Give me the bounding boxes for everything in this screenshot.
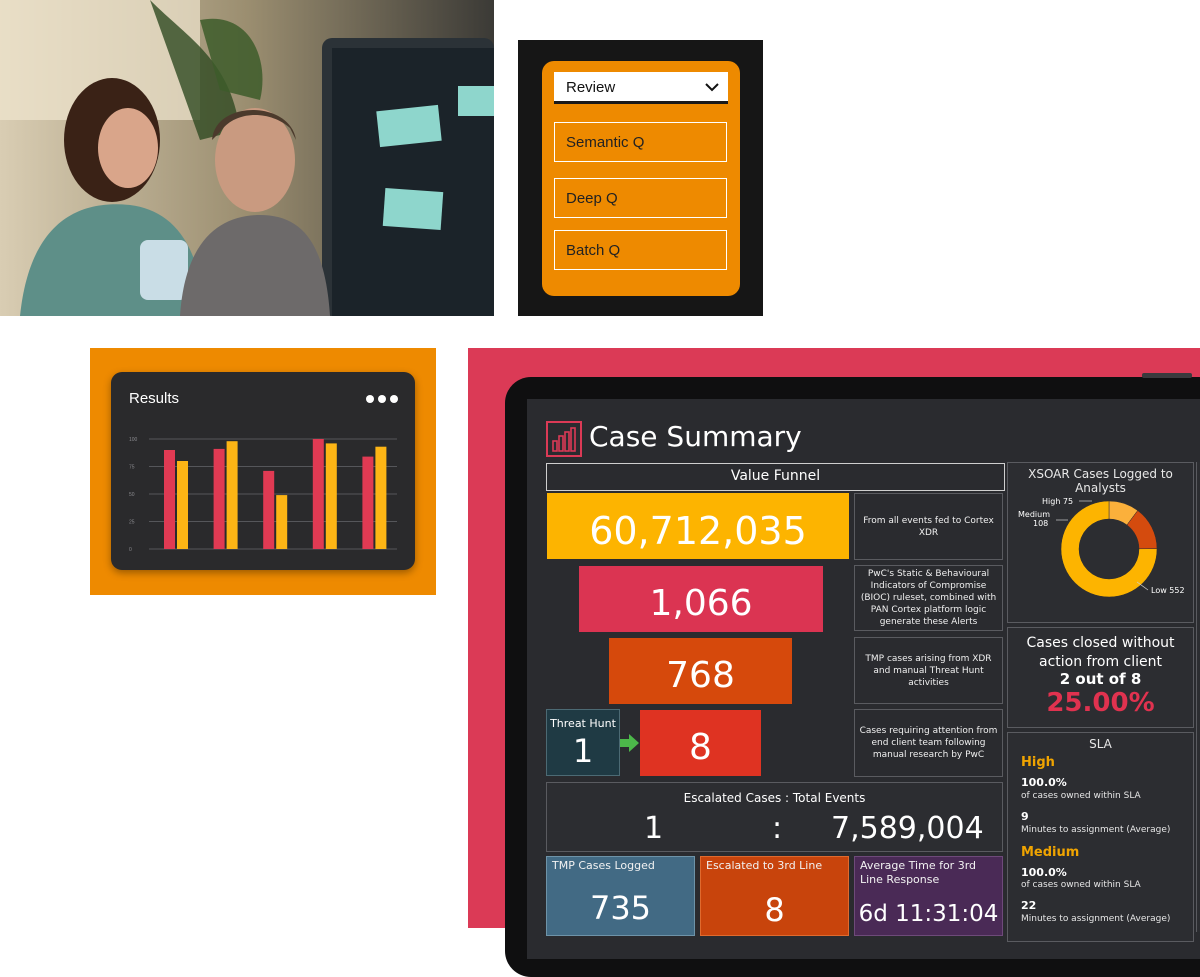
sla-high-pct: 100.0% xyxy=(1021,776,1067,789)
funnel-stage-events: 60,712,035 xyxy=(547,493,849,559)
option-deep-q[interactable]: Deep Q xyxy=(554,178,727,218)
tile-escalated-3rd: Escalated to 3rd Line 8 xyxy=(700,856,849,936)
xsoar-panel: XSOAR Cases Logged to Analysts High 75 Me… xyxy=(1007,462,1194,623)
closed-title: Cases closed without action from client xyxy=(1008,634,1193,672)
funnel-stage-cases: 768 xyxy=(609,638,792,704)
threat-hunt-value: 1 xyxy=(572,732,594,770)
review-select[interactable]: Review xyxy=(554,72,728,104)
y-tick-label: 25 xyxy=(129,520,135,526)
results-bar xyxy=(164,450,175,549)
results-bar xyxy=(375,446,387,549)
closed-percent: 25.00% xyxy=(1046,688,1155,718)
sla-medium-pct-caption: of cases owned within SLA xyxy=(1021,880,1141,890)
results-bar xyxy=(312,439,324,549)
results-bar xyxy=(325,443,337,549)
review-select-value: Review xyxy=(566,79,616,96)
tile-escalated-3rd-label: Escalated to 3rd Line xyxy=(706,859,823,872)
office-photo xyxy=(0,0,494,316)
tile-tmp-cases-label: TMP Cases Logged xyxy=(552,859,655,872)
funnel-desc-cases: TMP cases arising from XDR and manual Th… xyxy=(854,637,1003,704)
funnel-stage-alerts: 1,066 xyxy=(579,566,823,632)
bar-chart-icon xyxy=(546,421,582,457)
escalated-count: 1 xyxy=(644,811,664,846)
results-bar xyxy=(177,461,188,549)
results-bar xyxy=(213,448,225,549)
results-bar xyxy=(362,456,374,549)
tile-avg-response-value: 6d 11:31:04 xyxy=(858,901,999,927)
tablet-button xyxy=(1142,373,1192,378)
value-funnel-label: Value Funnel xyxy=(730,468,821,484)
ratio-separator: : xyxy=(772,811,783,846)
results-bar xyxy=(263,470,275,549)
dashboard-title: Case Summary xyxy=(589,420,802,453)
escalated-ratio-title: Escalated Cases : Total Events xyxy=(683,791,866,805)
y-tick-label: 0 xyxy=(129,547,132,553)
sla-high-pct-caption: of cases owned within SLA xyxy=(1021,791,1141,801)
sla-medium-pct: 100.0% xyxy=(1021,866,1067,879)
results-chart: 100 75 50 25 0 xyxy=(129,437,397,553)
threat-hunt-box: Threat Hunt 1 xyxy=(546,709,620,776)
option-batch-q[interactable]: Batch Q xyxy=(554,230,727,270)
donut-slice xyxy=(1060,500,1158,598)
funnel-desc-alerts: PwC's Static & Behavioural Indicators of… xyxy=(854,565,1003,631)
results-title: Results xyxy=(129,390,180,407)
option-semantic-q[interactable]: Semantic Q xyxy=(554,122,727,162)
results-bar xyxy=(226,441,238,549)
closed-count: 2 out of 8 xyxy=(1059,670,1142,688)
tile-escalated-3rd-value: 8 xyxy=(764,891,785,929)
leader-line xyxy=(1136,581,1149,591)
sla-panel: SLA High 100.0% of cases owned within SL… xyxy=(1007,732,1194,942)
donut-label-medium: Medium xyxy=(1018,510,1050,519)
sla-high-minutes-caption: Minutes to assignment (Average) xyxy=(1021,825,1171,835)
sla-medium-minutes: 22 xyxy=(1021,899,1037,912)
more-dots-icon[interactable] xyxy=(365,394,399,404)
tile-tmp-cases-value: 735 xyxy=(589,889,652,927)
total-events: 7,589,004 xyxy=(831,811,984,846)
tile-avg-response-label: Average Time for 3rd Line Response xyxy=(860,859,977,886)
tile-avg-response: Average Time for 3rd Line Response 6d 11… xyxy=(854,856,1003,936)
arrow-right-icon xyxy=(620,734,639,752)
escalated-ratio-box: Escalated Cases : Total Events 1 : 7,589… xyxy=(546,782,1003,852)
closed-title-line1: Cases closed without xyxy=(1026,635,1175,651)
sla-high-minutes: 9 xyxy=(1021,810,1029,823)
results-card: 100 75 50 25 0 Results xyxy=(111,372,415,570)
next-panel-edge xyxy=(1196,462,1200,932)
chevron-down-icon xyxy=(705,83,719,92)
donut-label-high: High 75 xyxy=(1042,497,1073,506)
funnel-desc-escalated: Cases requiring attention from end clien… xyxy=(854,709,1003,777)
donut-label-low: Low 552 xyxy=(1151,586,1185,595)
value-funnel-header: Value Funnel xyxy=(546,463,1005,491)
tile-tmp-cases: TMP Cases Logged 735 xyxy=(546,856,695,936)
funnel-desc-events: From all events fed to Cortex XDR xyxy=(854,493,1003,560)
y-tick-label: 50 xyxy=(129,492,135,498)
sla-title: SLA xyxy=(1089,737,1112,751)
donut-label-medium-value: 108 xyxy=(1033,519,1048,528)
sla-medium-label: Medium xyxy=(1021,845,1080,860)
sla-medium-minutes-caption: Minutes to assignment (Average) xyxy=(1021,914,1171,924)
closed-without-action-panel: Cases closed without action from client … xyxy=(1007,627,1194,728)
closed-title-line2: action from client xyxy=(1038,654,1163,670)
funnel-stage-escalated: 8 xyxy=(640,710,761,776)
y-tick-label: 100 xyxy=(129,437,138,443)
results-bar xyxy=(276,495,288,549)
threat-hunt-label: Threat Hunt xyxy=(550,717,616,730)
xsoar-title: XSOAR Cases Logged to Analysts xyxy=(1028,467,1173,495)
y-tick-label: 75 xyxy=(129,465,135,471)
sla-high-label: High xyxy=(1021,755,1055,770)
